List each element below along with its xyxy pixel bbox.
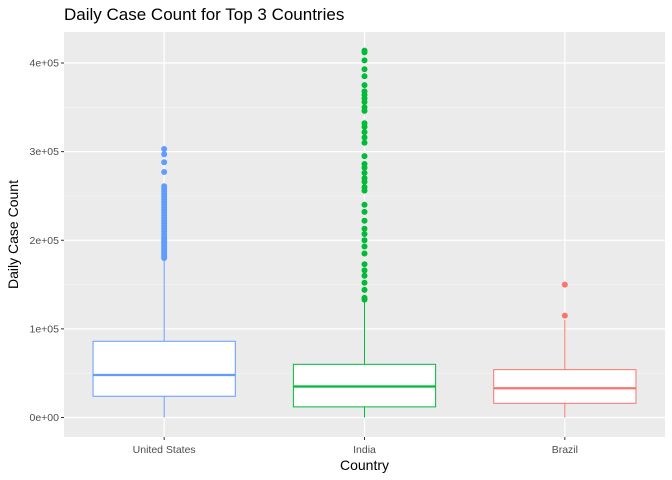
y-tick-label: 3e+05 bbox=[30, 146, 60, 158]
outlier-point bbox=[361, 139, 368, 146]
box-body bbox=[493, 369, 637, 404]
outlier-point bbox=[361, 243, 368, 250]
outlier-point bbox=[361, 104, 368, 111]
x-axis: United States India Brazil bbox=[133, 437, 578, 456]
outlier-point bbox=[361, 66, 368, 73]
y-axis: 0e+00 1e+05 2e+05 3e+05 4e+05 bbox=[30, 58, 64, 424]
outlier-point bbox=[361, 279, 368, 286]
boxes bbox=[92, 47, 637, 418]
x-tick-label: Brazil bbox=[552, 444, 578, 456]
y-tick-label: 1e+05 bbox=[30, 323, 60, 335]
outlier-point bbox=[361, 169, 368, 176]
chart-title: Daily Case Count for Top 3 Countries bbox=[64, 5, 345, 24]
outlier-point bbox=[361, 184, 368, 191]
outlier-point bbox=[361, 88, 368, 95]
outlier-point bbox=[161, 159, 168, 166]
outlier-point bbox=[161, 145, 168, 152]
box-united-states bbox=[92, 145, 236, 418]
box-india bbox=[292, 47, 437, 418]
outlier-point bbox=[361, 231, 368, 238]
outlier-point bbox=[361, 47, 368, 54]
outlier-point bbox=[161, 151, 168, 158]
y-axis-title: Daily Case Count bbox=[5, 180, 21, 289]
outlier-point bbox=[361, 294, 368, 301]
outlier-point bbox=[361, 225, 368, 232]
outlier-point bbox=[361, 250, 368, 257]
outlier-point bbox=[361, 134, 368, 141]
outlier-point bbox=[161, 183, 168, 190]
outlier-point bbox=[361, 267, 368, 274]
box-brazil bbox=[493, 281, 637, 418]
outlier-point bbox=[361, 201, 368, 208]
outlier-point bbox=[361, 129, 368, 136]
outlier-point bbox=[161, 169, 168, 176]
outlier-point bbox=[361, 261, 368, 268]
outlier-point bbox=[361, 237, 368, 244]
y-tick-label: 2e+05 bbox=[30, 235, 60, 247]
outlier-point bbox=[361, 153, 368, 160]
outlier-point bbox=[361, 82, 368, 89]
outlier-point bbox=[361, 161, 368, 168]
outlier-point bbox=[361, 73, 368, 80]
outlier-point bbox=[561, 312, 568, 319]
outlier-point bbox=[361, 175, 368, 182]
y-tick-label: 4e+05 bbox=[30, 58, 60, 70]
outlier-point bbox=[361, 272, 368, 279]
outlier-point bbox=[361, 286, 368, 293]
outlier-point bbox=[361, 217, 368, 224]
outlier-point bbox=[361, 208, 368, 215]
outlier-point bbox=[561, 281, 568, 288]
x-axis-title: Country bbox=[340, 457, 389, 473]
outlier-point bbox=[361, 120, 368, 127]
box-body bbox=[92, 340, 236, 397]
y-tick-label: 0e+00 bbox=[30, 412, 60, 424]
outlier-point bbox=[361, 57, 368, 64]
x-tick-label: India bbox=[353, 444, 376, 456]
x-tick-label: United States bbox=[133, 444, 196, 456]
